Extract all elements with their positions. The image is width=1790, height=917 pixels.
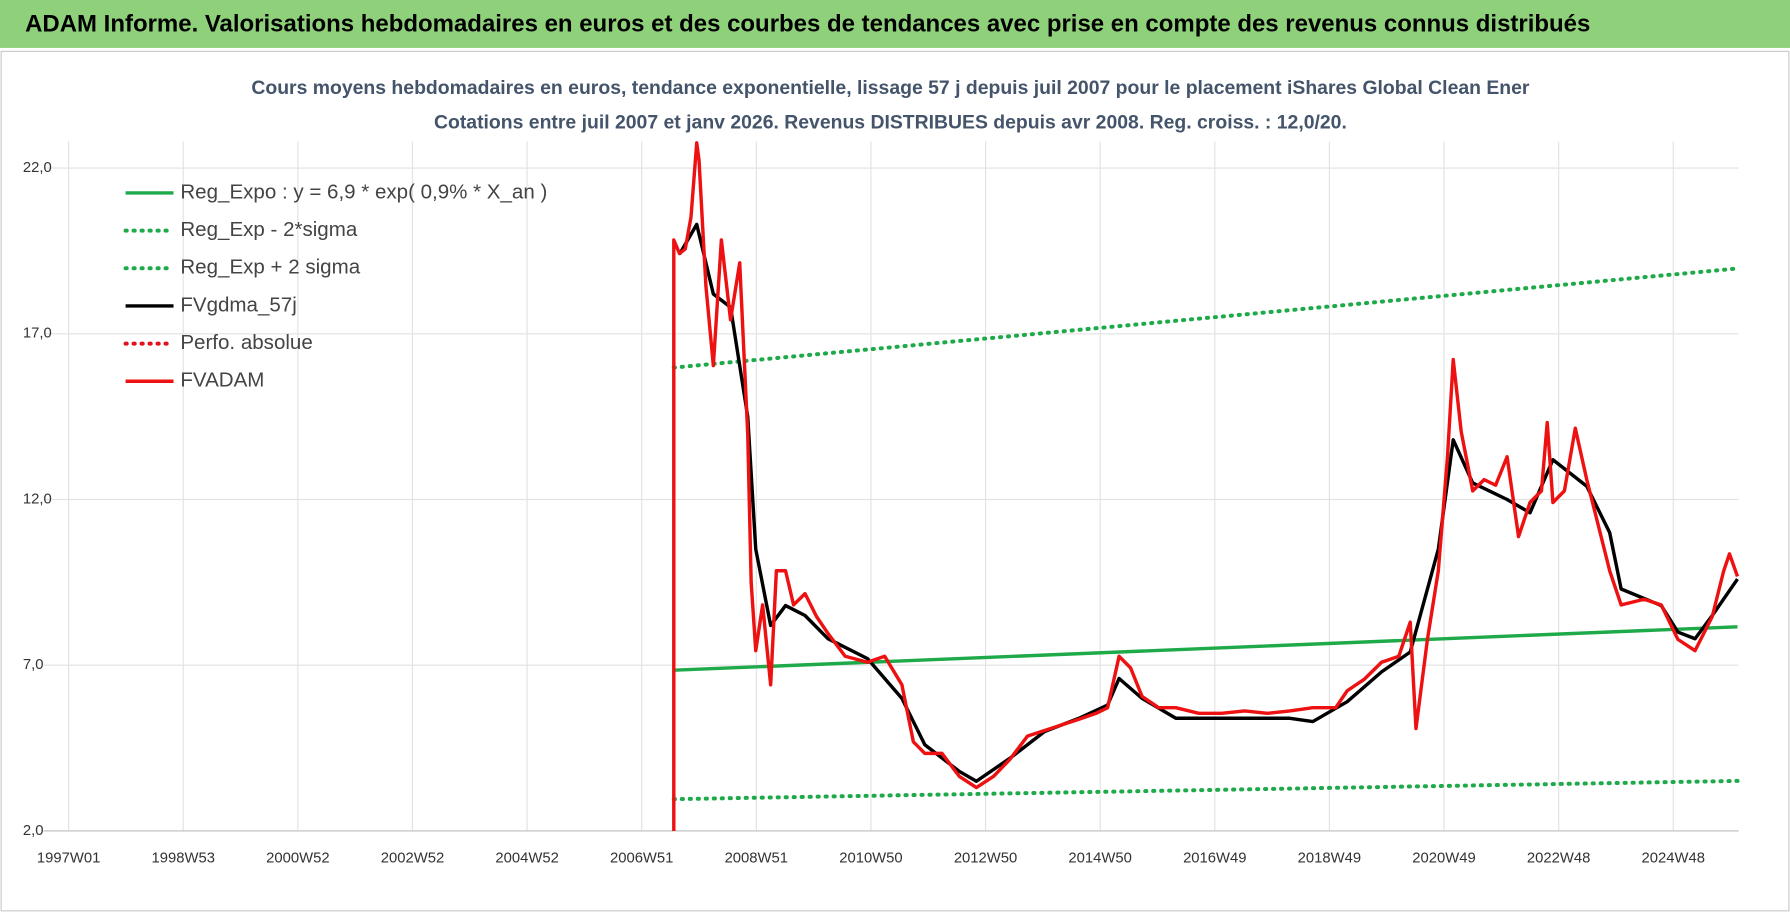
plot-area [671, 141, 1740, 831]
grid: 2,0 7,0 12,0 17,0 22,0 1997W01 1998W53 2000W52 2… [23, 141, 1739, 866]
series-line [671, 266, 1740, 370]
series-line [671, 778, 1740, 802]
x-tick-label: 2020W49 [1412, 850, 1475, 866]
x-tick-label: 1997W01 [37, 850, 100, 866]
legend-label: FVADAM [180, 369, 264, 392]
chart-subtitle: Cotations entre juil 2007 et janv 2026. … [434, 111, 1347, 133]
banner-title: ADAM Informe. Valorisations hebdomadaire… [25, 10, 1590, 37]
series-line [673, 625, 1738, 672]
legend: Reg_Expo : y = 6,9 * exp( 0,9% * X_an ) R… [123, 180, 547, 392]
x-tick-label: 2000W52 [266, 850, 329, 866]
y-tick-label: 12,0 [23, 491, 52, 507]
chart-border [0, 50, 1790, 912]
x-tick-label: 2002W52 [381, 850, 444, 866]
x-tick-label: 2024W48 [1642, 850, 1705, 866]
y-tick-label: 7,0 [23, 657, 44, 673]
legend-label: Perfo. absolue [180, 331, 312, 354]
y-tick-label: 2,0 [23, 823, 44, 839]
x-tick-label: 2004W52 [495, 850, 558, 866]
x-tick-label: 2008W51 [725, 850, 788, 866]
x-tick-label: 2012W50 [954, 850, 1017, 866]
x-tick-label: 2006W51 [610, 850, 673, 866]
banner [0, 0, 1790, 48]
legend-label: Reg_Exp + 2 sigma [180, 256, 360, 279]
legend-label: FVgdma_57j [180, 293, 296, 316]
legend-label: Reg_Exp - 2*sigma [180, 218, 357, 241]
x-tick-label: 2022W48 [1527, 850, 1590, 866]
y-tick-label: 22,0 [23, 160, 52, 176]
x-tick-label: 2016W49 [1183, 850, 1246, 866]
series-line [672, 141, 1740, 831]
x-tick-label: 2010W50 [839, 850, 902, 866]
x-tick-label: 1998W53 [151, 850, 214, 866]
legend-label: Reg_Expo : y = 6,9 * exp( 0,9% * X_an ) [180, 180, 547, 203]
y-tick-label: 17,0 [23, 326, 52, 342]
x-tick-label: 2018W49 [1298, 850, 1361, 866]
chart-title: Cours moyens hebdomadaires en euros, ten… [251, 77, 1530, 99]
x-tick-label: 2014W50 [1068, 850, 1131, 866]
